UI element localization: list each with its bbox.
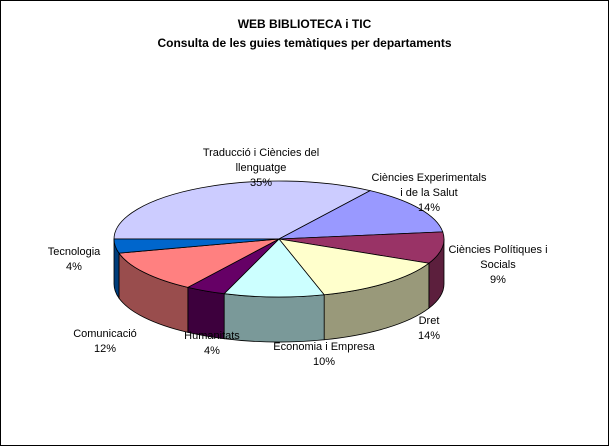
slice-value-label: 35% — [249, 177, 273, 189]
slice-value-label: 14% — [417, 330, 441, 342]
slice-label: Ciències Polítiques i Socials — [448, 244, 548, 271]
pie-slice — [118, 238, 280, 288]
pie-slice — [113, 238, 280, 254]
slice-value-label: 10% — [312, 356, 336, 368]
pie-slice — [223, 238, 325, 298]
slice-label: Comunicació — [73, 328, 137, 340]
slice-label: Humanitats — [184, 330, 240, 342]
slice-value-label: 14% — [417, 202, 441, 214]
slice-label: Economia i Empresa — [273, 341, 375, 353]
slice-value-label: 12% — [93, 343, 117, 355]
slice-label: Dret — [418, 315, 440, 327]
pie-slice — [278, 190, 444, 240]
slice-value-label: 4% — [66, 261, 82, 273]
slice-label: Tecnologia — [47, 246, 101, 258]
chart-subtitle: Consulta de les guies temàtiques per dep… — [157, 36, 452, 50]
slice-value-label: 4% — [204, 345, 220, 357]
chart-title: WEB BIBLIOTECA i TIC — [237, 17, 372, 31]
slice-label: Traducció i Ciències del llenguatge — [202, 147, 320, 174]
slice-label: Ciències Experimentals i de la Salut — [371, 172, 487, 199]
pie-slice — [278, 231, 445, 264]
slice-value-label: 9% — [490, 274, 506, 286]
pie-slice — [278, 238, 430, 296]
